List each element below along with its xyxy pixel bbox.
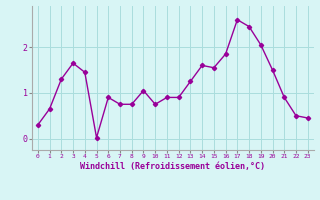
- X-axis label: Windchill (Refroidissement éolien,°C): Windchill (Refroidissement éolien,°C): [80, 162, 265, 171]
